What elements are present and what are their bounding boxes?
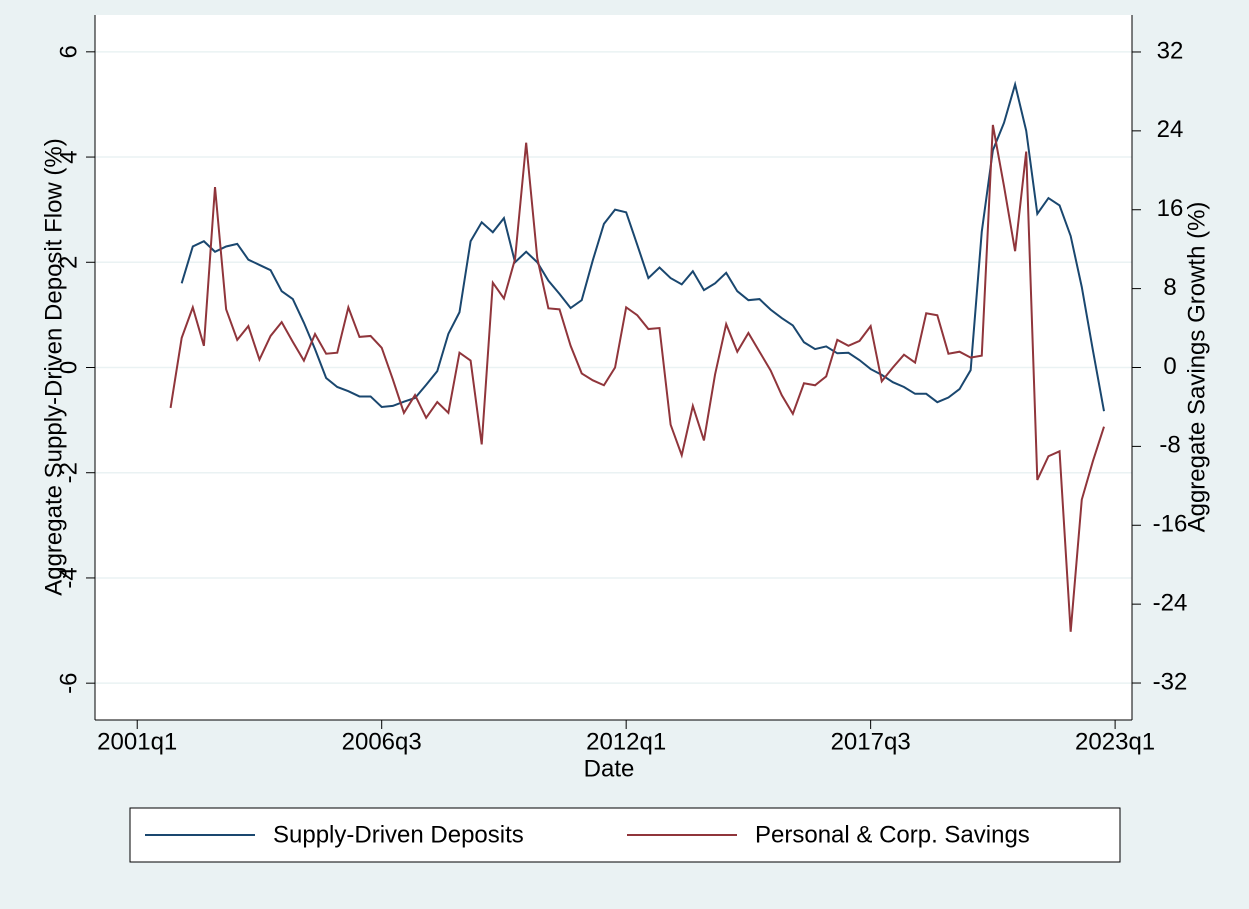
y2-tick-label: 8 [1163,274,1176,301]
y2-tick-label: -16 [1153,511,1188,538]
y2-tick-label: -24 [1153,589,1188,616]
y-axis-title: Aggregate Supply-Driven Deposit Flow (%) [40,138,67,596]
legend-label: Personal & Corp. Savings [755,821,1030,848]
y2-tick-label: 16 [1157,195,1184,222]
y-tick-label: -6 [55,672,82,693]
y-tick-label: 4 [55,150,82,163]
y2-tick-label: 32 [1157,37,1184,64]
series-line [180,80,1105,412]
y-tick-label: 2 [55,256,82,269]
y-tick-label: 6 [55,45,82,58]
legend [129,807,1121,863]
x-tick-label: 2017q3 [831,728,911,755]
x-axis-title: Date [584,755,635,782]
y-tick-label: 0 [55,361,82,374]
y-tick-label: -2 [55,462,82,483]
y-tick-label: -4 [55,567,82,588]
x-tick-label: 2001q1 [97,728,177,755]
x-tick-label: 2023q1 [1075,728,1155,755]
x-tick-label: 2006q3 [342,728,422,755]
y2-axis-title: Aggregate Savings Growth (%) [1183,202,1210,533]
series-line [169,124,1105,632]
y2-tick-label: 24 [1157,116,1184,143]
x-tick-label: 2012q1 [586,728,666,755]
y2-tick-label: -32 [1153,668,1188,695]
legend-label: Supply-Driven Deposits [273,821,524,848]
y2-tick-label: -8 [1159,432,1180,459]
grid [95,51,1132,684]
y2-tick-label: 0 [1163,353,1176,380]
